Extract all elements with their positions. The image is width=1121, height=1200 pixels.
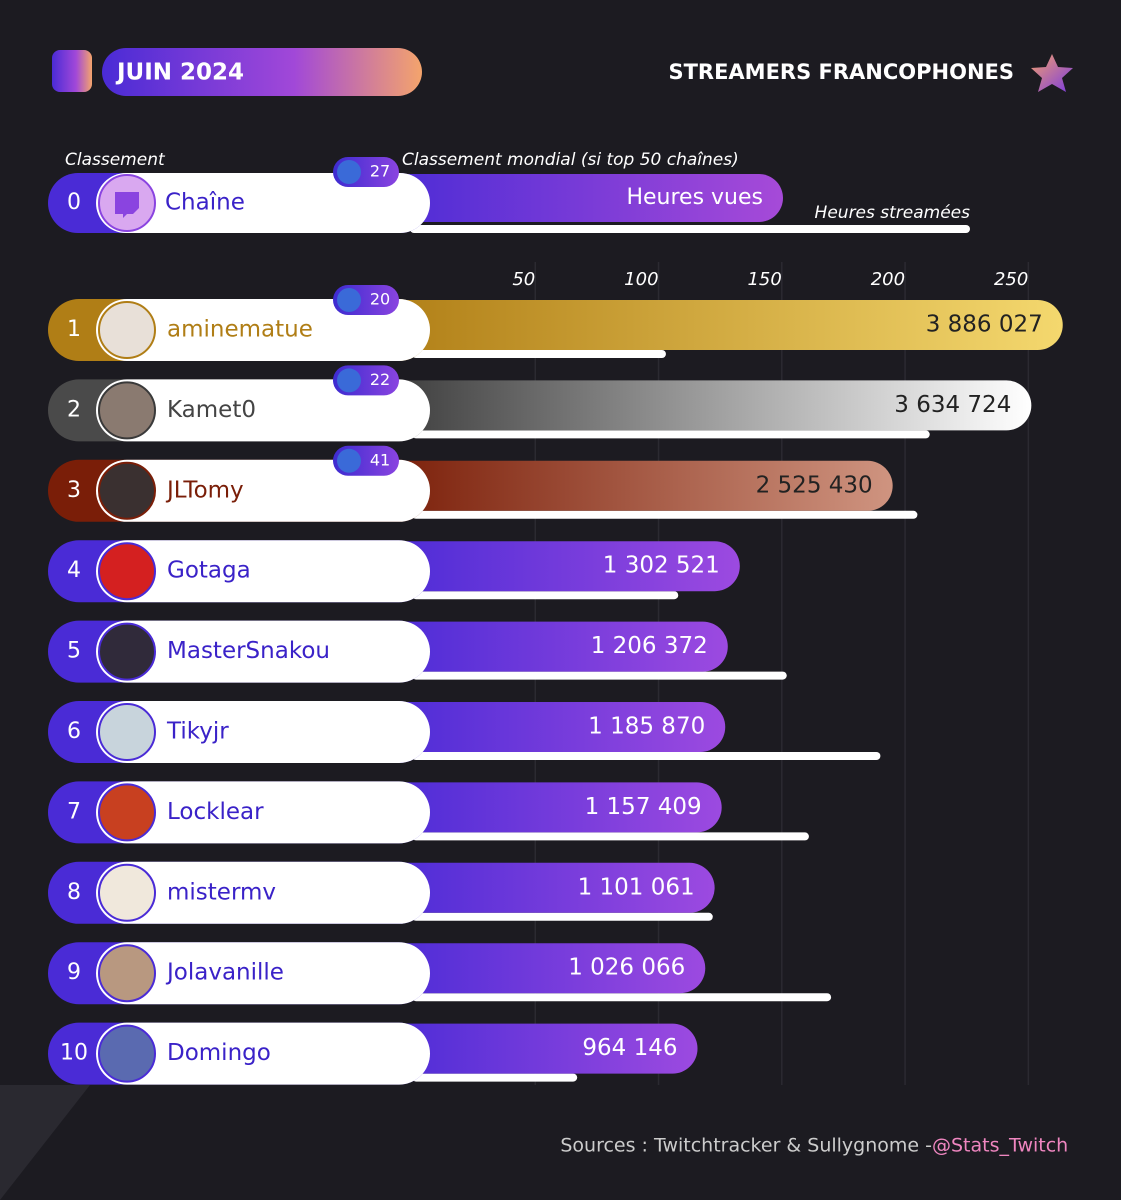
title: JUIN 2024 [115, 60, 244, 86]
channel-name: Tikyjr [166, 719, 229, 745]
avatar [98, 1024, 156, 1083]
globe-icon [337, 160, 361, 184]
streamed-bar [412, 510, 918, 519]
value-label: 964 146 [582, 1035, 677, 1061]
channel-name: JLTomy [165, 477, 244, 503]
watched-bar [380, 300, 1063, 350]
row-white [96, 861, 430, 924]
channel-name: mistermv [167, 879, 276, 905]
watched-bar [380, 862, 715, 913]
source: Sources : Twitchtracker & Sullygnome - [560, 1135, 932, 1157]
legend-streamed-line [410, 225, 970, 233]
avatar [98, 703, 156, 761]
x-tick-label: 50 [512, 269, 535, 290]
streamed-bar [412, 912, 713, 921]
value-label: 1 302 521 [603, 553, 720, 579]
watched-bar [380, 943, 706, 994]
channel-name: Gotaga [167, 558, 251, 584]
legend-streamed: Heures streamées [815, 203, 971, 223]
avatar [98, 622, 156, 681]
streamed-bar [412, 1073, 578, 1082]
value-label: 1 157 409 [585, 794, 702, 820]
channel-name: Locklear [167, 799, 264, 825]
legend-watched-bar [380, 174, 783, 222]
streamed-bar [412, 752, 881, 760]
twitch-glyph [115, 192, 139, 218]
streamed-bar [412, 993, 832, 1002]
avatar [98, 542, 156, 601]
rank: 10 [60, 1041, 88, 1066]
channel-name: Domingo [167, 1040, 271, 1066]
value-label: 3 634 724 [894, 392, 1011, 418]
globe-icon [337, 368, 361, 393]
world-rank: 41 [370, 450, 390, 469]
legend-rank: 0 [67, 190, 81, 215]
channel-name: Kamet0 [167, 397, 256, 423]
avatar [98, 461, 156, 520]
watched-bar [380, 702, 726, 752]
legend-world-rank: 27 [370, 162, 390, 181]
value-label: 1 026 066 [568, 955, 685, 981]
rank: 5 [67, 639, 81, 664]
row-white [96, 620, 430, 683]
handle: @Stats_Twitch [932, 1135, 1068, 1157]
rank: 4 [67, 558, 81, 583]
watched-bar [380, 782, 722, 833]
avatar [98, 381, 156, 440]
value-label: 1 206 372 [591, 633, 708, 659]
globe-icon [337, 448, 361, 473]
rank: 2 [67, 397, 81, 422]
x-tick-label: 200 [871, 269, 905, 290]
avatar [98, 301, 156, 359]
watched-bar [380, 541, 740, 592]
decor [0, 1085, 90, 1200]
x-tick-label: 150 [747, 269, 781, 290]
world-rank: 22 [370, 370, 390, 389]
avatar [98, 944, 156, 1003]
rank: 9 [67, 960, 81, 985]
legend-channel: Chaîne [165, 190, 245, 216]
subtitle: STREAMERS FRANCOPHONES [668, 60, 1014, 84]
legend-row-white [96, 173, 430, 233]
star-icon [1031, 54, 1073, 92]
streamed-bar [412, 350, 666, 358]
watched-bar [380, 621, 728, 672]
globe-icon [337, 288, 361, 312]
rank: 6 [67, 719, 81, 744]
watched-bar [380, 1023, 698, 1074]
rank: 8 [67, 880, 81, 905]
avatar [98, 863, 156, 922]
value-label: 1 185 870 [588, 714, 705, 740]
x-tick-label: 100 [624, 269, 658, 290]
streamed-bar [412, 832, 809, 841]
channel-name: aminematue [167, 317, 313, 343]
calendar-icon [52, 50, 92, 92]
channel-name: Jolavanille [165, 960, 284, 986]
streamed-bar [412, 591, 679, 600]
world-rank-label: Classement mondial (si top 50 chaînes) [402, 150, 739, 170]
row-white [96, 781, 430, 844]
row-white [96, 942, 430, 1005]
rank: 3 [67, 478, 81, 503]
rank-label: Classement [65, 150, 166, 170]
row-white [96, 540, 430, 603]
value-label: 2 525 430 [756, 472, 873, 498]
world-rank: 20 [370, 290, 390, 309]
title-pill [102, 48, 422, 96]
streamed-bar [412, 430, 930, 439]
row-white [96, 701, 430, 763]
value-label: 3 886 027 [926, 312, 1043, 338]
channel-name: MasterSnakou [167, 638, 330, 664]
watched-bar [380, 460, 893, 511]
avatar [98, 783, 156, 842]
watched-bar [380, 380, 1032, 431]
rank: 7 [67, 799, 81, 824]
streamed-bar [412, 671, 787, 680]
x-tick-label: 250 [994, 269, 1028, 290]
value-label: 1 101 061 [578, 874, 695, 900]
row-white [96, 1022, 430, 1085]
rank: 1 [67, 317, 81, 342]
legend-watched: Heures vues [626, 185, 763, 210]
